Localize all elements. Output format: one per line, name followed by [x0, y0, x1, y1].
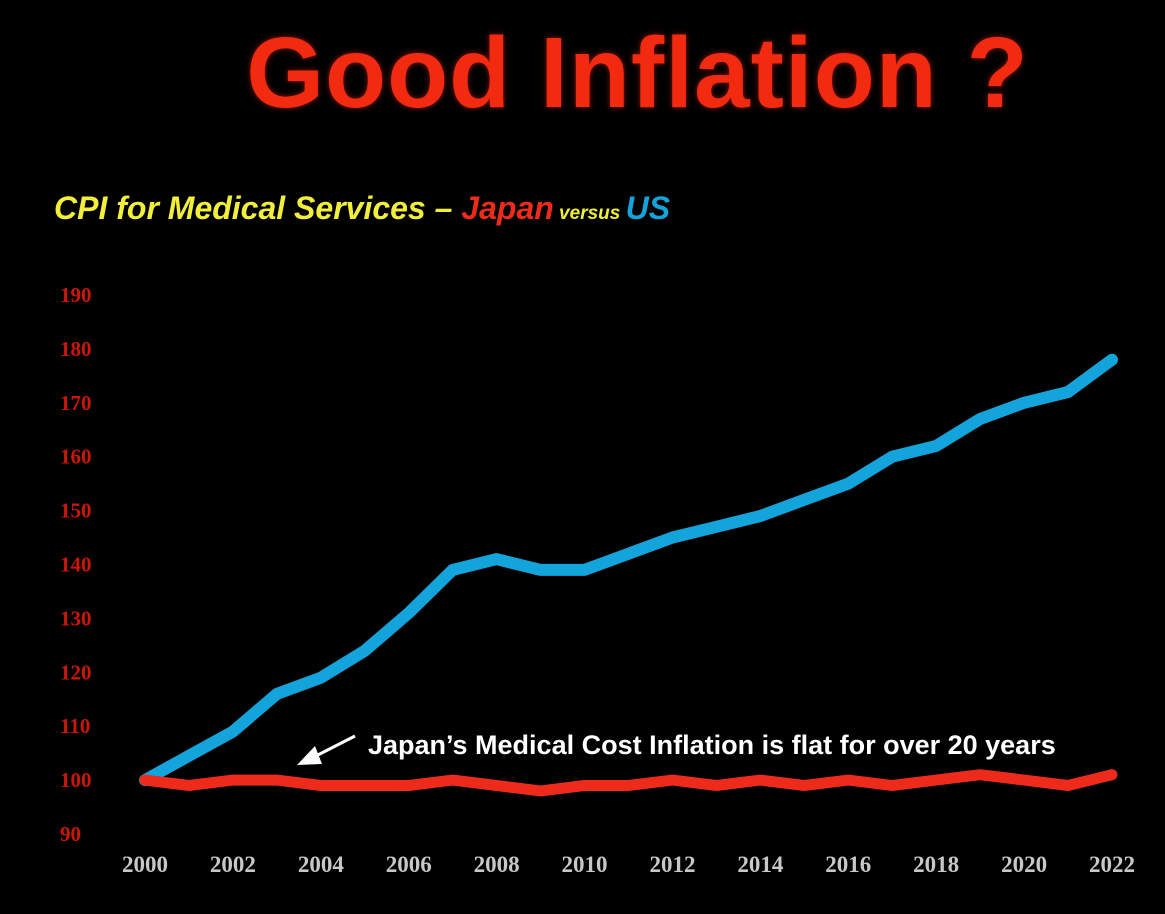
y-tick-label: 100 — [60, 768, 92, 792]
y-tick-label: 120 — [60, 660, 92, 684]
x-axis-ticks: 2000 2002 2004 2006 2008 2010 2012 2014 2016 2018… — [122, 852, 1135, 877]
y-tick-label: 180 — [60, 337, 92, 361]
subtitle-us: US — [625, 190, 671, 226]
y-tick-label: 130 — [60, 606, 92, 630]
x-tick-label: 2012 — [649, 852, 695, 877]
y-tick-label: 110 — [60, 714, 90, 738]
x-tick-label: 2004 — [298, 852, 345, 877]
x-tick-label: 2010 — [562, 852, 608, 877]
main-title-text: Good Inflation ? — [246, 17, 1029, 129]
y-tick-label: 190 — [60, 283, 92, 307]
y-tick-label: 160 — [60, 445, 92, 469]
y-tick-label: 90 — [60, 822, 81, 846]
series-japan — [139, 769, 1118, 797]
series-line-japan — [139, 769, 1118, 797]
x-tick-label: 2020 — [1001, 852, 1047, 877]
subtitle-prefix: CPI for Medical Services – — [54, 190, 462, 226]
y-axis-ticks: 190 180 170 160 150 140 130 120 110 100 90 — [60, 283, 92, 846]
x-tick-label: 2002 — [210, 852, 256, 877]
x-tick-label: 2006 — [386, 852, 432, 877]
x-tick-label: 2008 — [474, 852, 520, 877]
subtitle-versus: versus — [553, 203, 626, 224]
series-us — [139, 353, 1118, 787]
main-title: Good Inflation ? — [0, 18, 1165, 128]
annotation-text: Japan’s Medical Cost Inflation is flat f… — [368, 730, 1056, 760]
x-tick-label: 2014 — [737, 852, 784, 877]
subtitle-japan: Japan — [461, 190, 554, 226]
y-tick-label: 170 — [60, 391, 92, 415]
annotation-arrow-head-icon — [297, 746, 322, 765]
x-tick-label: 2022 — [1089, 852, 1135, 877]
x-tick-label: 2018 — [913, 852, 959, 877]
y-tick-label: 140 — [60, 553, 92, 577]
series-line-us — [139, 353, 1118, 787]
y-tick-label: 150 — [60, 499, 92, 523]
x-tick-label: 2016 — [825, 852, 871, 877]
x-tick-label: 2000 — [122, 852, 168, 877]
chart-subtitle: CPI for Medical Services – Japan versus … — [54, 186, 670, 236]
annotation: Japan’s Medical Cost Inflation is flat f… — [297, 730, 1056, 765]
